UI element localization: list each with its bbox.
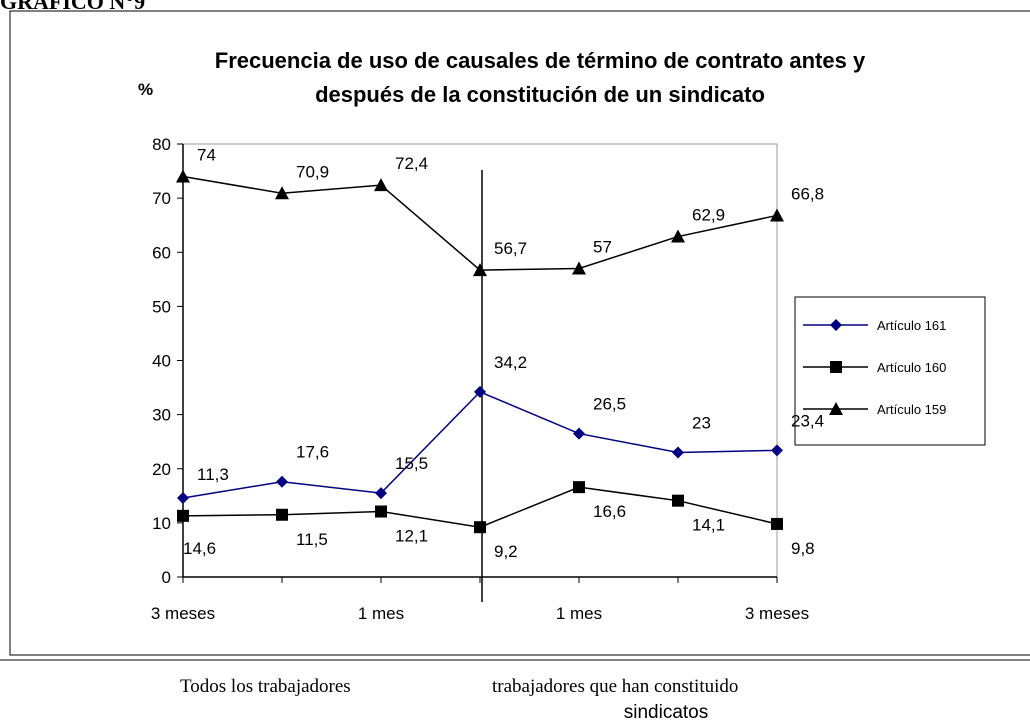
chart-title: Frecuencia de uso de causales de término…: [215, 48, 866, 73]
x-tick-label: 1 mes: [358, 604, 404, 623]
data-label: 11,3: [197, 465, 229, 484]
series-line: [182, 175, 778, 271]
y-tick-label: 40: [152, 352, 171, 371]
data-point: [771, 517, 783, 530]
data-label: 23,4: [791, 411, 824, 430]
data-label: 70,9: [296, 162, 329, 181]
data-label: 9,8: [791, 539, 815, 558]
y-tick-label: 60: [152, 243, 171, 262]
legend-label: Artículo 161: [877, 318, 946, 333]
y-axis-label: %: [138, 80, 153, 99]
legend-marker: [830, 319, 842, 331]
data-point: [770, 208, 784, 222]
data-label: 56,7: [494, 239, 527, 258]
x-tick-label: 3 meses: [745, 604, 809, 623]
data-point: [375, 505, 387, 518]
data-point: [177, 491, 189, 504]
data-point: [573, 481, 585, 494]
y-tick-label: 30: [152, 406, 171, 425]
plot-area: [182, 143, 778, 578]
y-tick-label: 20: [152, 460, 171, 479]
chart-title: después de la constitución de un sindica…: [315, 82, 765, 107]
data-point: [672, 446, 684, 459]
data-point: [276, 508, 288, 521]
data-point: [375, 487, 387, 500]
data-point: [474, 521, 486, 534]
x-tick-label: 3 meses: [151, 604, 215, 623]
y-tick-label: 50: [152, 297, 171, 316]
data-point: [276, 475, 288, 488]
legend: [794, 296, 986, 446]
data-label: 17,6: [296, 443, 329, 462]
data-point: [374, 178, 388, 192]
data-point: [672, 494, 684, 507]
data-label: 14,1: [692, 516, 725, 535]
legend-label: Artículo 159: [877, 402, 946, 417]
chart-frame: [9, 10, 1030, 656]
header: GRAFICO N°9: [0, 0, 145, 14]
y-tick-label: 80: [152, 135, 171, 154]
data-label: 72,4: [395, 154, 428, 173]
data-point: [573, 427, 585, 440]
series-line: [182, 486, 778, 528]
annotation: Todos los trabajadores: [180, 676, 351, 697]
data-point: [474, 385, 486, 398]
data-point: [177, 509, 189, 522]
data-label: 15,5: [395, 454, 428, 473]
data-point: [275, 186, 289, 200]
data-label: 23: [692, 414, 711, 433]
data-label: 16,6: [593, 502, 626, 521]
data-label: 66,8: [791, 184, 824, 203]
y-tick-label: 10: [152, 514, 171, 533]
data-label: 26,5: [593, 395, 626, 414]
legend-marker: [829, 402, 843, 415]
data-label: 74: [197, 145, 216, 164]
data-label: 34,2: [494, 353, 527, 372]
data-point: [473, 263, 487, 277]
data-point: [771, 444, 783, 457]
legend-marker: [830, 361, 842, 373]
annotation: trabajadores que han constituido: [492, 676, 738, 697]
data-label: 12,1: [395, 527, 428, 546]
data-label: 62,9: [692, 206, 725, 225]
legend-label: Artículo 160: [877, 360, 946, 375]
annotation: sindicatos: [624, 702, 709, 723]
x-tick-label: 1 mes: [556, 604, 602, 623]
data-label: 11,5: [296, 530, 328, 549]
data-label: 9,2: [494, 542, 518, 561]
y-tick-label: 0: [162, 568, 171, 587]
y-tick-label: 70: [152, 189, 171, 208]
data-label: 14,6: [183, 539, 216, 558]
data-point: [572, 261, 586, 275]
series-line: [182, 391, 778, 499]
data-point: [176, 169, 190, 183]
data-point: [671, 229, 685, 243]
data-label: 57: [593, 237, 612, 256]
